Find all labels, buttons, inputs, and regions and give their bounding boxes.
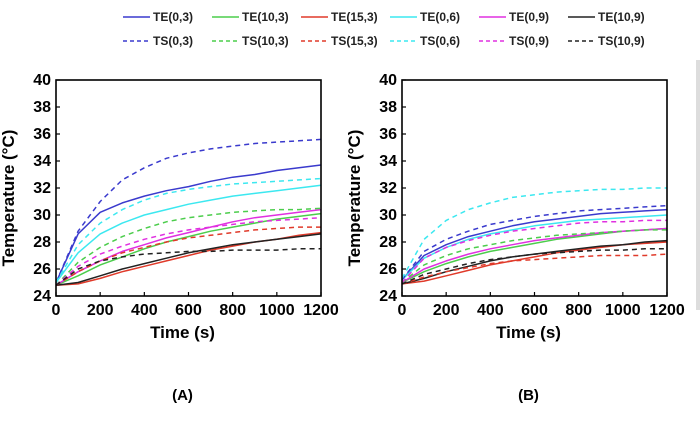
x-tick-label: 600 xyxy=(521,302,548,319)
legend-label-ts-15-3: TS(15,3) xyxy=(331,34,378,48)
panel-b: 0 200 400 600 800 1000 1200 24 26 28 30 32 34 36 38 40 T… xyxy=(345,72,685,404)
x-tick-label: 0 xyxy=(52,302,61,319)
series-line-ts-0-3 xyxy=(55,138,322,283)
legend-label-te-10-3: TE(10,3) xyxy=(242,10,289,24)
series-line-te-0-9 xyxy=(55,208,322,286)
panel-label: (A) xyxy=(172,387,193,404)
image-edge-strip xyxy=(696,60,700,310)
plot-frame xyxy=(401,79,668,297)
x-tick-label: 1000 xyxy=(259,302,295,319)
legend-label-ts-10-3: TS(10,3) xyxy=(242,34,289,48)
panel-a: 0 200 400 600 800 1000 1200 24 26 28 30 32 34 36 38 40 T… xyxy=(0,72,339,404)
y-axis-title: Temperature (°C) xyxy=(0,130,18,267)
y-tick-label: 32 xyxy=(379,180,397,197)
y-tick-label: 30 xyxy=(379,207,397,224)
legend-label-te-0-3: TE(0,3) xyxy=(153,10,193,24)
y-tick-label: 28 xyxy=(33,234,51,251)
series-line-te-0-6 xyxy=(55,184,322,283)
y-tick-label: 24 xyxy=(379,288,397,305)
series-line-te-10-3 xyxy=(55,212,322,286)
y-tick-label: 36 xyxy=(33,126,51,143)
series-line-ts-10-3 xyxy=(55,207,322,286)
x-tick-label: 1000 xyxy=(605,302,641,319)
x-tick-label: 800 xyxy=(565,302,592,319)
x-tick-label: 0 xyxy=(398,302,407,319)
series-line-te-0-9 xyxy=(401,227,668,284)
x-axis-title: Time (s) xyxy=(496,323,561,342)
y-tick-label: 40 xyxy=(379,72,397,89)
x-tick-label: 1200 xyxy=(649,302,685,319)
legend-label-ts-0-6: TS(0,6) xyxy=(420,34,460,48)
series-line-ts-0-9 xyxy=(401,219,667,284)
y-tick-label: 26 xyxy=(33,261,51,278)
y-tick-label: 34 xyxy=(33,153,51,170)
series-line-ts-10-9 xyxy=(55,248,321,286)
series-line-ts-0-9 xyxy=(55,216,322,286)
y-tick-label: 26 xyxy=(379,261,397,278)
series-line-ts-0-6 xyxy=(401,187,667,279)
series-line-te-0-3 xyxy=(55,164,322,283)
series-line-ts-0-6 xyxy=(55,177,322,283)
legend-label-ts-0-9: TS(0,9) xyxy=(509,34,549,48)
series-line-te-10-9 xyxy=(55,233,322,286)
series-line-ts-10-9 xyxy=(401,248,667,285)
x-tick-label: 400 xyxy=(477,302,504,319)
y-tick-label: 36 xyxy=(379,126,397,143)
x-tick-label: 400 xyxy=(131,302,158,319)
legend-label-te-10-9: TE(10,9) xyxy=(598,10,645,24)
x-tick-label: 600 xyxy=(175,302,202,319)
x-tick-label: 800 xyxy=(219,302,246,319)
legend-label-te-0-9: TE(0,9) xyxy=(509,10,549,24)
series-line-ts-15-3 xyxy=(401,253,668,285)
legend-label-ts-10-9: TS(10,9) xyxy=(598,34,645,48)
y-tick-label: 28 xyxy=(379,234,397,251)
series-line-te-0-3 xyxy=(401,208,668,281)
x-tick-label: 200 xyxy=(87,302,114,319)
legend-label-te-0-6: TE(0,6) xyxy=(420,10,460,24)
y-axis-title: Temperature (°C) xyxy=(345,130,364,267)
x-tick-label: 200 xyxy=(433,302,460,319)
y-tick-label: 38 xyxy=(379,99,397,116)
legend-label-ts-0-3: TS(0,3) xyxy=(153,34,193,48)
legend-label-te-15-3: TE(15,3) xyxy=(331,10,378,24)
y-tick-label: 40 xyxy=(33,72,51,89)
y-tick-label: 34 xyxy=(379,153,397,170)
y-tick-label: 32 xyxy=(33,180,51,197)
y-tick-label: 24 xyxy=(33,288,51,305)
panel-label: (B) xyxy=(518,387,539,404)
x-axis-title: Time (s) xyxy=(150,323,215,342)
y-tick-label: 30 xyxy=(33,207,51,224)
x-tick-label: 1200 xyxy=(303,302,339,319)
y-tick-label: 38 xyxy=(33,99,51,116)
legend: TE(0,3) TE(10,3) TE(15,3) TE(0,6) TE(0,9) TE(… xyxy=(123,10,645,48)
